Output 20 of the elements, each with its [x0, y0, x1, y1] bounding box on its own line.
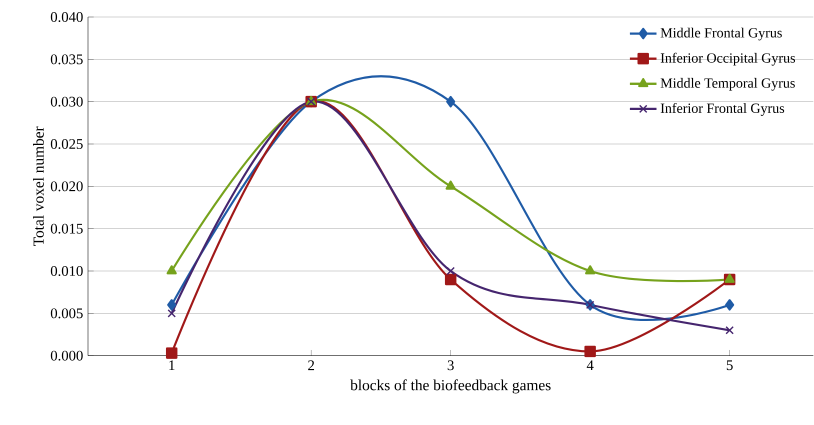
y-tick-label: 0.010 — [50, 266, 83, 276]
y-tick-label: 0.005 — [50, 308, 83, 318]
y-tick-label: 0.015 — [50, 224, 83, 234]
x-tick-label: 5 — [726, 360, 733, 370]
legend-label: Inferior Occipital Gyrus — [660, 52, 796, 66]
x-tick-label: 2 — [308, 360, 314, 370]
x-tick-label: 1 — [169, 360, 174, 370]
y-tick-label: 0.030 — [50, 96, 83, 107]
x-axis-title: blocks of the biofeedback games — [350, 379, 551, 394]
y-tick-label: 0.000 — [50, 350, 83, 361]
legend-label: Inferior Frontal Gyrus — [660, 102, 784, 116]
x-tick-label: 3 — [448, 360, 454, 370]
y-tick-label: 0.025 — [50, 139, 83, 149]
y-tick-label: 0.040 — [50, 12, 83, 22]
x-tick-label: 4 — [586, 360, 594, 370]
y-tick-label: 0.035 — [50, 54, 83, 64]
legend-label: Middle Temporal Gyrus — [660, 78, 795, 91]
y-tick-label: 0.020 — [50, 181, 83, 192]
legend-label: Middle Frontal Gyrus — [660, 28, 782, 40]
y-axis-title: Total voxel number — [33, 126, 44, 246]
